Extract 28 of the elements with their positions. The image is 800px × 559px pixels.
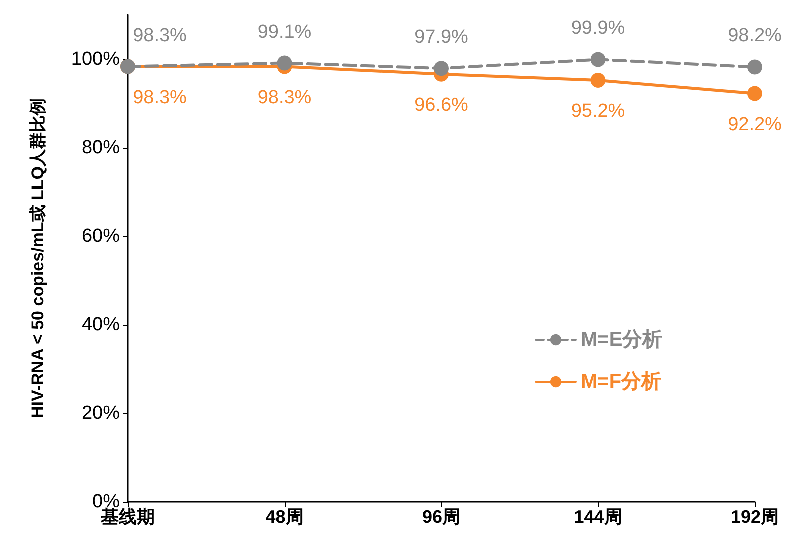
y-axis-title: HIV-RNA < 50 copies/mL或 LLQ人群比例 (28, 98, 48, 419)
data-label: 98.3% (258, 87, 312, 108)
x-tick-label: 96周 (422, 507, 461, 527)
data-label: 96.6% (414, 94, 469, 116)
y-tick-label: 60% (82, 226, 120, 247)
y-tick-label: 40% (82, 314, 120, 336)
data-label: 92.2% (728, 114, 782, 136)
y-tick-label: 80% (82, 137, 120, 158)
data-label: 97.9% (414, 27, 469, 48)
data-label: 98.3% (133, 25, 188, 46)
point (748, 60, 762, 75)
point (590, 73, 606, 88)
data-label: 98.2% (728, 26, 782, 47)
point (590, 52, 606, 68)
y-tick-label: 20% (82, 402, 120, 424)
x-tick-label: 48周 (266, 507, 304, 527)
legend-label: M=E分析 (581, 329, 663, 351)
point (277, 56, 292, 71)
x-tick-label: 144周 (574, 507, 622, 527)
data-label: 99.1% (258, 22, 312, 43)
data-label: 95.2% (571, 101, 626, 122)
legend-label: M=F分析 (581, 371, 662, 393)
data-label: 98.3% (133, 87, 188, 108)
y-tick-label: 100% (71, 48, 120, 70)
data-label: 99.9% (571, 18, 626, 40)
point (748, 86, 762, 102)
x-tick-label: 192周 (730, 507, 780, 527)
point (434, 61, 449, 76)
